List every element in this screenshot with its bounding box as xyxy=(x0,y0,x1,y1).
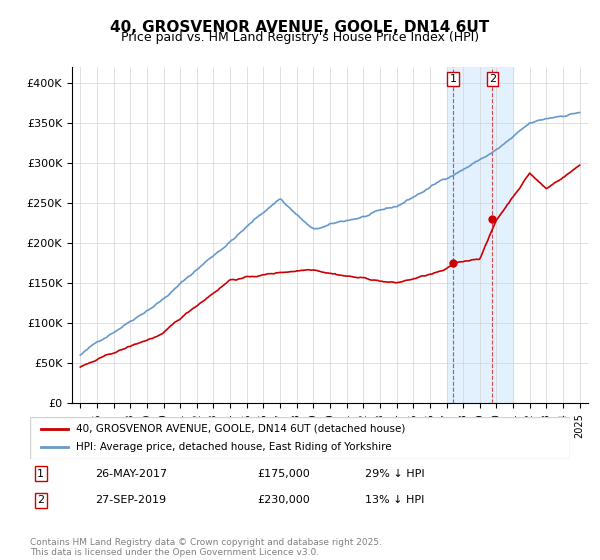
Text: Contains HM Land Registry data © Crown copyright and database right 2025.
This d: Contains HM Land Registry data © Crown c… xyxy=(30,538,382,557)
Text: £175,000: £175,000 xyxy=(257,469,310,479)
FancyBboxPatch shape xyxy=(30,417,570,459)
Text: 40, GROSVENOR AVENUE, GOOLE, DN14 6UT: 40, GROSVENOR AVENUE, GOOLE, DN14 6UT xyxy=(110,20,490,35)
Text: 13% ↓ HPI: 13% ↓ HPI xyxy=(365,495,424,505)
Bar xyxy=(446,67,513,403)
Text: Price paid vs. HM Land Registry's House Price Index (HPI): Price paid vs. HM Land Registry's House … xyxy=(121,31,479,44)
Text: 27-SEP-2019: 27-SEP-2019 xyxy=(95,495,166,505)
Text: 2: 2 xyxy=(489,74,496,84)
Text: £230,000: £230,000 xyxy=(257,495,310,505)
Text: 2: 2 xyxy=(37,495,44,505)
Text: 29% ↓ HPI: 29% ↓ HPI xyxy=(365,469,424,479)
Text: 1: 1 xyxy=(37,469,44,479)
Text: HPI: Average price, detached house, East Riding of Yorkshire: HPI: Average price, detached house, East… xyxy=(76,442,392,452)
Text: 40, GROSVENOR AVENUE, GOOLE, DN14 6UT (detached house): 40, GROSVENOR AVENUE, GOOLE, DN14 6UT (d… xyxy=(76,424,405,434)
Text: 1: 1 xyxy=(449,74,457,84)
Text: 26-MAY-2017: 26-MAY-2017 xyxy=(95,469,167,479)
